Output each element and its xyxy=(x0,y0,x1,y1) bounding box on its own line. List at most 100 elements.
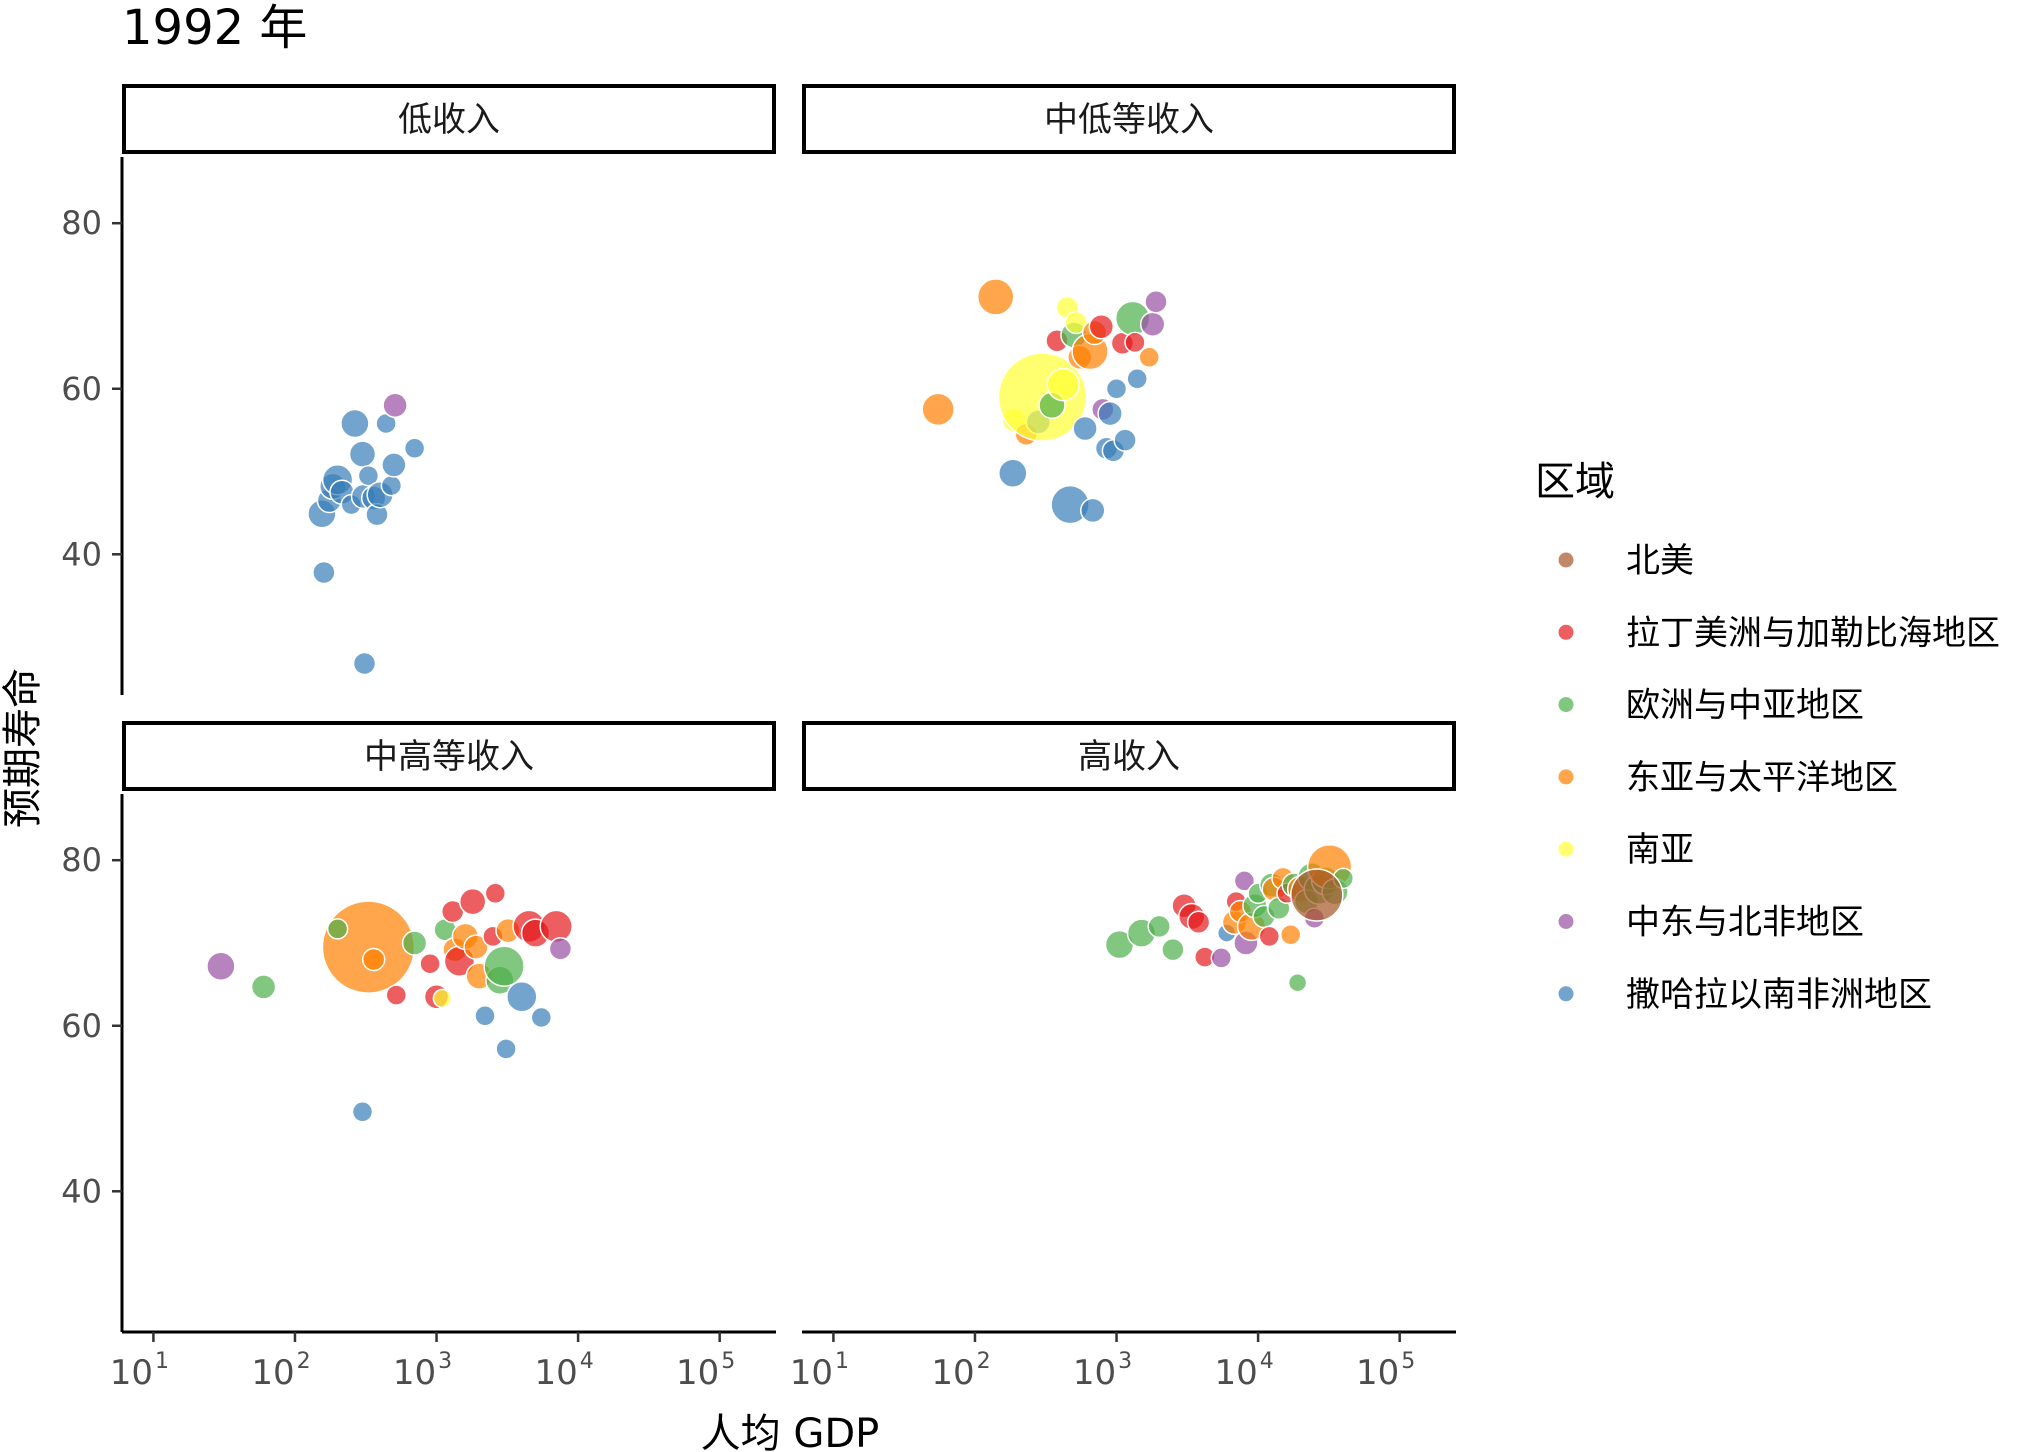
facet-strip-label: 低收入 xyxy=(398,100,500,140)
data-point xyxy=(1161,937,1185,962)
data-point xyxy=(351,1101,374,1123)
y-tick-label: 40 xyxy=(61,535,102,573)
data-point xyxy=(484,882,507,905)
legend-label: 南亚 xyxy=(1626,830,1694,870)
data-point xyxy=(321,900,416,994)
legend-entries: 北美拉丁美洲与加勒比海地区欧洲与中亚地区东亚与太平洋地区南亚中东与北非地区撒哈拉… xyxy=(1558,541,2000,1015)
x-tick-base: 10 xyxy=(251,1353,294,1393)
x-tick-base: 10 xyxy=(1073,1353,1116,1393)
data-point xyxy=(1072,415,1098,442)
x-tick-base: 10 xyxy=(393,1353,436,1393)
point-layer xyxy=(921,278,1168,525)
facet-strip xyxy=(122,721,776,791)
data-point xyxy=(403,437,426,460)
data-point xyxy=(506,981,538,1013)
legend-item: 东亚与太平洋地区 xyxy=(1558,758,1898,798)
y-tick-label: 80 xyxy=(61,204,102,242)
legend-swatch xyxy=(1558,914,1574,929)
x-tick-exponent: 1 xyxy=(155,1349,169,1374)
data-point xyxy=(998,458,1028,488)
data-point xyxy=(1287,972,1308,993)
x-tick-exponent: 2 xyxy=(977,1349,991,1374)
x-tick-exponent: 1 xyxy=(835,1349,849,1374)
facet-strip xyxy=(802,84,1456,154)
data-point xyxy=(1126,368,1148,390)
facet-strip xyxy=(122,84,776,154)
y-tick-label: 40 xyxy=(61,1172,102,1210)
y-tick-label: 60 xyxy=(61,1007,102,1045)
x-tick-exponent: 4 xyxy=(1260,1349,1274,1374)
chart-title: 1992 年 xyxy=(122,0,307,56)
data-point xyxy=(474,1005,496,1027)
x-tick-exponent: 4 xyxy=(580,1349,594,1374)
point-layer xyxy=(206,882,573,1123)
data-point xyxy=(463,934,489,960)
x-tick-label: 102 xyxy=(251,1349,310,1393)
point-layer xyxy=(1104,844,1355,993)
x-tick-label: 101 xyxy=(790,1349,849,1393)
facet-strip-label: 中高等收入 xyxy=(364,737,534,777)
data-point xyxy=(1147,914,1171,939)
legend-label: 拉丁美洲与加勒比海地区 xyxy=(1626,613,2000,653)
legend-swatch xyxy=(1558,624,1574,640)
y-tick-label: 60 xyxy=(61,370,102,408)
data-point xyxy=(1144,290,1168,314)
data-point xyxy=(348,440,377,468)
legend-item: 北美 xyxy=(1558,541,1694,581)
x-tick-base: 10 xyxy=(110,1353,153,1393)
data-point xyxy=(1138,346,1160,369)
x-axis-label: 人均 GDP xyxy=(701,1411,880,1452)
data-point xyxy=(539,909,573,944)
data-point xyxy=(1113,428,1137,452)
legend-item: 中东与北非地区 xyxy=(1558,903,1864,943)
legend-item: 欧洲与中亚地区 xyxy=(1558,686,1864,726)
facet-strip xyxy=(802,721,1456,791)
data-point xyxy=(1046,367,1080,402)
data-point xyxy=(432,988,453,1009)
data-point xyxy=(1290,868,1344,922)
data-point xyxy=(361,947,386,972)
x-tick-label: 103 xyxy=(393,1349,452,1393)
data-point xyxy=(548,937,573,961)
data-point xyxy=(326,918,349,940)
point-layer xyxy=(307,392,426,676)
x-tick-base: 10 xyxy=(1214,1353,1257,1393)
legend-swatch xyxy=(1558,552,1574,568)
x-tick-label: 105 xyxy=(1356,1349,1415,1393)
data-point xyxy=(921,392,955,427)
legend-swatch xyxy=(1558,697,1574,713)
data-point xyxy=(1097,400,1123,427)
data-point xyxy=(1080,497,1106,524)
x-tick-label: 101 xyxy=(110,1349,169,1393)
x-tick-base: 10 xyxy=(931,1353,974,1393)
x-tick-exponent: 3 xyxy=(438,1349,452,1374)
legend-item: 拉丁美洲与加勒比海地区 xyxy=(1558,613,2000,653)
legend-label: 东亚与太平洋地区 xyxy=(1626,758,1898,798)
data-point xyxy=(1233,870,1256,892)
legend-swatch xyxy=(1558,986,1574,1002)
data-point xyxy=(483,945,525,987)
data-point xyxy=(976,278,1015,316)
legend-item: 撒哈拉以南非洲地区 xyxy=(1558,975,1932,1015)
x-tick-exponent: 5 xyxy=(1401,1349,1415,1374)
x-tick-base: 10 xyxy=(790,1353,833,1393)
data-point xyxy=(1124,331,1146,354)
x-tick-exponent: 2 xyxy=(297,1349,311,1374)
legend-swatch xyxy=(1558,769,1574,785)
data-point xyxy=(401,930,428,956)
data-point xyxy=(1258,925,1281,948)
data-point xyxy=(1210,947,1233,969)
data-point xyxy=(1088,313,1115,340)
data-point xyxy=(385,984,408,1006)
facet-strip-label: 中低等收入 xyxy=(1044,100,1214,140)
data-point xyxy=(352,651,377,676)
data-point xyxy=(340,408,370,439)
legend-label: 中东与北非地区 xyxy=(1626,903,1864,943)
data-point xyxy=(495,1038,517,1060)
data-point xyxy=(312,560,336,585)
legend-swatch xyxy=(1558,841,1574,857)
facet-strip-label: 高收入 xyxy=(1078,737,1180,777)
